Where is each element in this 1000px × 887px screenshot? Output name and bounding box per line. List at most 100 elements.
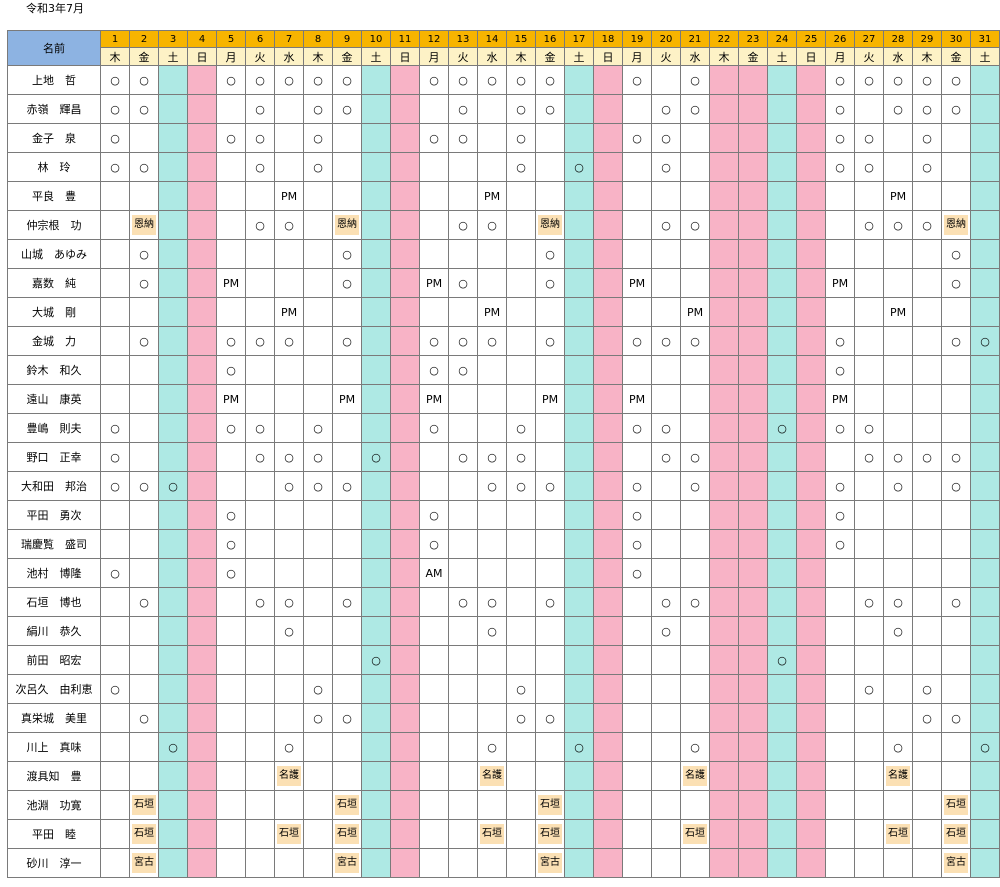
table-row: 石垣 博也 ○ ○ ○ ○ ○ ○ ○ ○ ○ ○ ○ ○ — [7, 587, 1000, 617]
table-row: 平田 勇次 ○ ○ ○ ○ — [7, 500, 1000, 530]
schedule-cell: ○ — [854, 210, 884, 240]
schedule-cell: ○ — [767, 645, 797, 675]
schedule-cell — [158, 268, 188, 298]
schedule-cell — [564, 239, 594, 269]
schedule-cell: ○ — [245, 587, 275, 617]
schedule-cell — [158, 210, 188, 240]
schedule-cell — [796, 819, 826, 849]
schedule-cell: ○ — [419, 529, 449, 559]
schedule-cell: ○ — [941, 94, 971, 124]
schedule-cell — [419, 819, 449, 849]
day-number-header: 7 — [274, 30, 304, 48]
schedule-cell — [477, 645, 507, 675]
schedule-cell: ○ — [680, 587, 710, 617]
schedule-cell — [477, 848, 507, 878]
schedule-cell — [303, 210, 333, 240]
day-number-header: 16 — [535, 30, 565, 48]
schedule-cell — [535, 761, 565, 791]
schedule-cell — [390, 616, 420, 646]
schedule-cell — [361, 65, 391, 95]
schedule-cell — [651, 558, 681, 588]
weekday-header: 金 — [941, 47, 971, 66]
staff-name: 平田 睦 — [7, 819, 101, 849]
schedule-cell: ○ — [419, 500, 449, 530]
schedule-cell: ○ — [680, 732, 710, 762]
schedule-cell — [187, 210, 217, 240]
schedule-cell — [680, 616, 710, 646]
schedule-cell — [883, 558, 913, 588]
schedule-cell — [912, 761, 942, 791]
staff-name: 嘉数 純 — [7, 268, 101, 298]
schedule-cell: ○ — [100, 65, 130, 95]
schedule-cell — [622, 355, 652, 385]
schedule-cell — [158, 123, 188, 153]
schedule-cell — [854, 616, 884, 646]
schedule-cell: ○ — [129, 268, 159, 298]
schedule-cell — [158, 355, 188, 385]
table-row: 池村 博隆 ○ ○ AM ○ — [7, 558, 1000, 588]
schedule-cell — [535, 123, 565, 153]
schedule-cell — [825, 732, 855, 762]
schedule-cell: ○ — [825, 413, 855, 443]
schedule-cell: ○ — [622, 123, 652, 153]
schedule-cell: ○ — [941, 326, 971, 356]
schedule-cell — [216, 94, 246, 124]
schedule-cell: ○ — [622, 471, 652, 501]
schedule-cell: ○ — [448, 94, 478, 124]
schedule-cell — [680, 413, 710, 443]
schedule-cell — [506, 210, 536, 240]
schedule-cell: ○ — [303, 123, 333, 153]
schedule-cell: ○ — [361, 442, 391, 472]
schedule-cell — [796, 703, 826, 733]
schedule-cell — [680, 645, 710, 675]
schedule-cell — [912, 529, 942, 559]
schedule-cell — [883, 500, 913, 530]
staff-name: 瑞慶覧 盛司 — [7, 529, 101, 559]
schedule-cell — [245, 645, 275, 675]
schedule-cell — [158, 152, 188, 182]
schedule-cell — [390, 355, 420, 385]
schedule-cell — [970, 413, 1000, 443]
schedule-cell — [738, 558, 768, 588]
schedule-cell: ○ — [100, 471, 130, 501]
schedule-cell — [970, 239, 1000, 269]
schedule-cell — [825, 181, 855, 211]
schedule-cell: ○ — [448, 210, 478, 240]
day-number-header: 10 — [361, 30, 391, 48]
day-number-header: 5 — [216, 30, 246, 48]
schedule-cell — [245, 761, 275, 791]
schedule-cell: ○ — [216, 529, 246, 559]
schedule-cell — [680, 181, 710, 211]
schedule-cell: 石垣 — [883, 819, 913, 849]
schedule-cell — [767, 790, 797, 820]
schedule-cell — [970, 384, 1000, 414]
schedule-cell — [535, 674, 565, 704]
schedule-cell — [158, 384, 188, 414]
schedule-cell — [187, 297, 217, 327]
location-tag: 石垣 — [480, 824, 504, 844]
schedule-cell — [245, 297, 275, 327]
schedule-cell: ○ — [274, 326, 304, 356]
schedule-cell — [361, 94, 391, 124]
schedule-cell — [361, 790, 391, 820]
schedule-cell: ○ — [303, 471, 333, 501]
schedule-cell — [100, 355, 130, 385]
schedule-cell — [129, 413, 159, 443]
schedule-cell — [912, 587, 942, 617]
schedule-cell — [767, 587, 797, 617]
schedule-cell — [419, 94, 449, 124]
schedule-cell — [158, 848, 188, 878]
schedule-cell — [361, 123, 391, 153]
schedule-cell — [709, 123, 739, 153]
schedule-cell — [912, 645, 942, 675]
schedule-cell: ○ — [941, 471, 971, 501]
schedule-cell — [883, 790, 913, 820]
schedule-cell — [448, 152, 478, 182]
schedule-cell — [535, 413, 565, 443]
schedule-cell — [361, 413, 391, 443]
schedule-cell — [187, 819, 217, 849]
schedule-cell: ○ — [274, 442, 304, 472]
schedule-cell: ○ — [477, 65, 507, 95]
day-number-header: 23 — [738, 30, 768, 48]
schedule-cell — [303, 181, 333, 211]
